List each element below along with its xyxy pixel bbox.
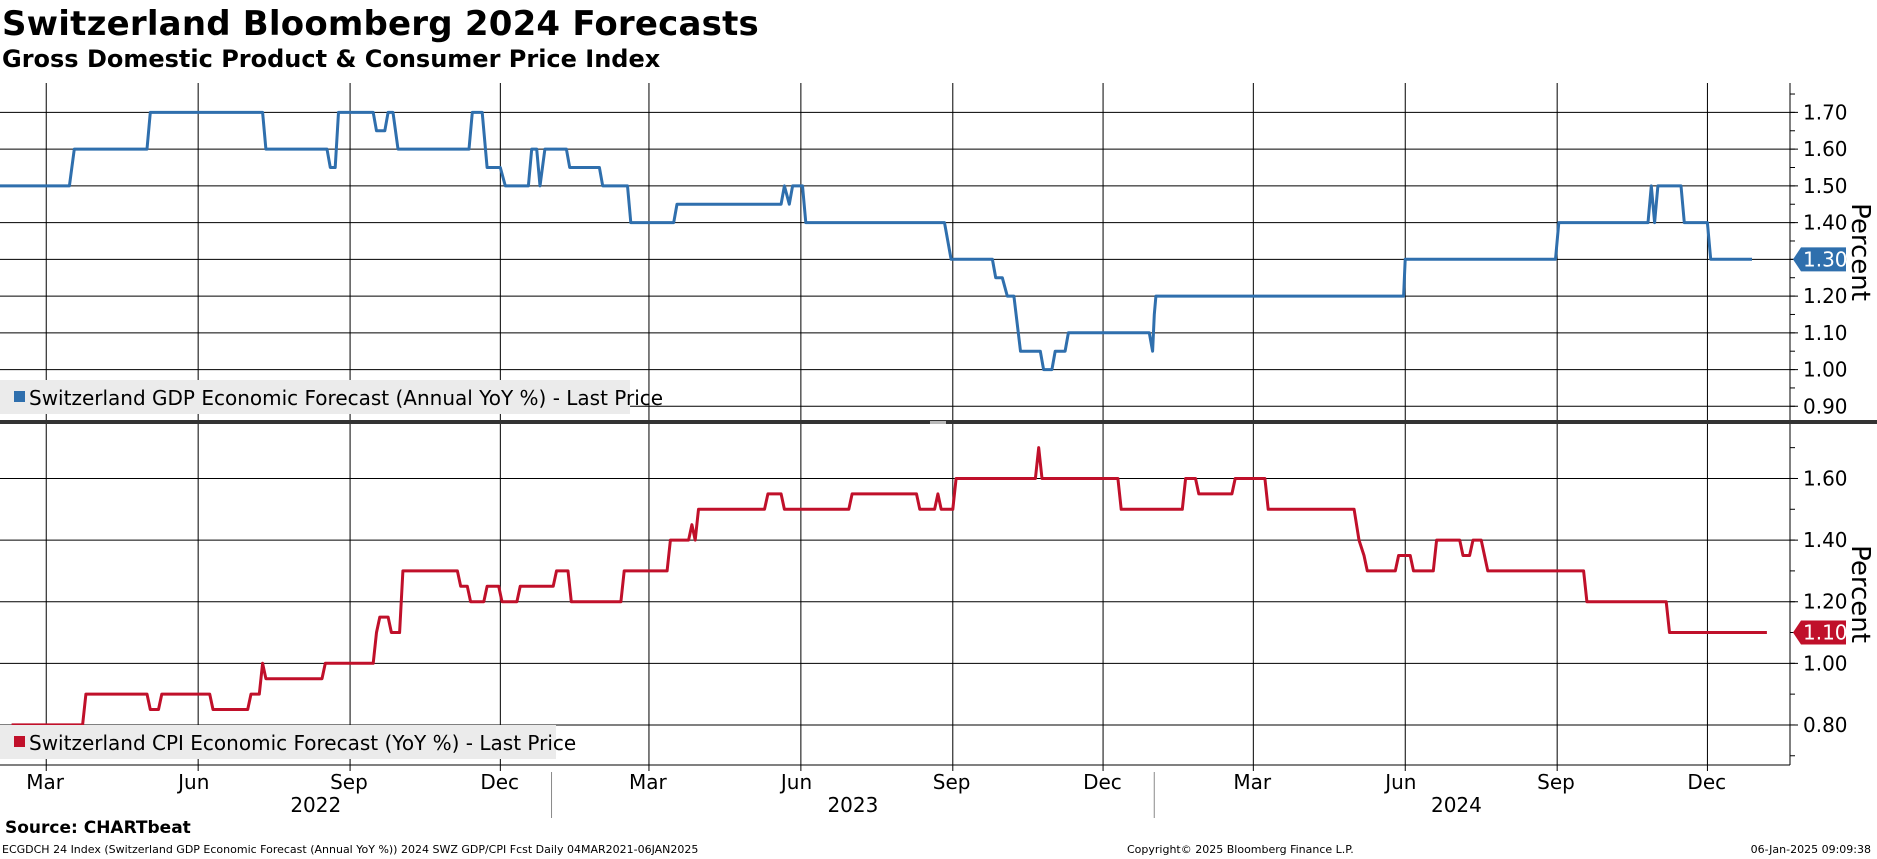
- x-year-label: 2024: [1431, 793, 1482, 817]
- y-tick-label: 1.40: [1803, 211, 1848, 235]
- gdp-panel: 1.70 1.60 1.50 1.40 1.30 1.20 1.10 1.00 0.90 Perc…: [0, 83, 1875, 421]
- last-value-label: 1.30: [1803, 247, 1848, 271]
- y-tick-label: 1.60: [1803, 137, 1848, 161]
- legend-label: Switzerland GDP Economic Forecast (Annua…: [29, 386, 663, 410]
- legend-swatch: [14, 736, 25, 747]
- legend-swatch: [14, 391, 25, 402]
- y-tick-label: 1.40: [1803, 528, 1848, 552]
- y-axis-title: Percent: [1845, 203, 1875, 301]
- x-month-label: Jun: [1383, 770, 1416, 794]
- x-month-label: Sep: [1537, 770, 1575, 794]
- y-tick-label: 1.10: [1803, 321, 1848, 345]
- gdp-series-line: [0, 110, 1752, 372]
- footer-series-info: ECGDCH 24 Index (Switzerland GDP Economi…: [2, 843, 699, 856]
- x-month-label: Dec: [1083, 770, 1122, 794]
- x-month-label: Sep: [933, 770, 971, 794]
- legend-label: Switzerland CPI Economic Forecast (YoY %…: [29, 731, 576, 755]
- x-month-label: Jun: [176, 770, 209, 794]
- x-month-label: Sep: [330, 770, 368, 794]
- y-tick-label: 1.60: [1803, 466, 1848, 490]
- chart-subtitle: Gross Domestic Product & Consumer Price …: [2, 45, 661, 73]
- legend-box: [0, 725, 556, 759]
- footer-copyright: Copyright© 2025 Bloomberg Finance L.P.: [1127, 843, 1354, 856]
- x-month-label: Jun: [779, 770, 812, 794]
- cpi-series-line: [11, 446, 1767, 727]
- x-month-label: Dec: [480, 770, 519, 794]
- y-tick-label: 1.70: [1803, 100, 1848, 124]
- y-tick-label: 1.00: [1803, 358, 1848, 382]
- y-tick-label: 1.50: [1803, 174, 1848, 198]
- x-month-label: Mar: [1233, 770, 1272, 794]
- y-tick-label: 1.20: [1803, 284, 1848, 308]
- last-value-badge: [1793, 247, 1846, 272]
- y-tick-label: 0.90: [1803, 394, 1848, 418]
- source-note: Source: CHARTbeat: [5, 818, 191, 838]
- y-axis-title: Percent: [1845, 545, 1875, 643]
- chart-title: Switzerland Bloomberg 2024 Forecasts: [2, 4, 759, 44]
- last-value-label: 1.10: [1803, 621, 1848, 645]
- x-month-label: Dec: [1687, 770, 1726, 794]
- x-year-label: 2023: [827, 793, 878, 817]
- x-month-label: Mar: [629, 770, 668, 794]
- y-tick-label: 1.20: [1803, 590, 1848, 614]
- x-year-label: 2022: [290, 793, 341, 817]
- panel-divider-handle[interactable]: [930, 421, 946, 424]
- y-tick-label: 1.00: [1803, 651, 1848, 675]
- legend-box: [0, 380, 630, 414]
- last-value-badge: [1793, 620, 1846, 645]
- x-month-label: Mar: [26, 770, 65, 794]
- y-tick-label: 0.80: [1803, 713, 1848, 737]
- footer-timestamp: 06-Jan-2025 09:09:38: [1750, 843, 1871, 856]
